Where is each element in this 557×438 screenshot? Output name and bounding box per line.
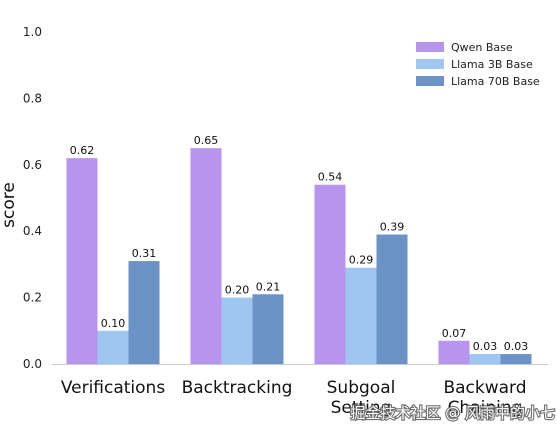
y-tick-label: 0.2 [23, 291, 42, 305]
data-label: 0.62 [70, 144, 95, 157]
bar-llama-3b-base [469, 354, 501, 364]
bar-llama-70b-base [252, 294, 284, 364]
x-category-label: Backtracking [182, 378, 293, 398]
bar-llama-70b-base [376, 234, 408, 364]
x-axis-category-labels: Verifications Backtracking Subgoal Setting B… [61, 378, 527, 418]
data-label: 0.65 [194, 134, 219, 147]
y-tick-label: 1.0 [23, 25, 42, 39]
data-label: 0.20 [225, 284, 250, 297]
bar-qwen-base [314, 184, 346, 364]
legend-label: Qwen Base [451, 41, 513, 54]
watermark: 掘金技术社区 @ 风雨中的小七 [350, 404, 555, 422]
bar-llama-3b-base [345, 267, 377, 364]
y-axis-ticks: 0.0 0.2 0.4 0.6 0.8 1.0 [23, 25, 42, 371]
data-label: 0.03 [504, 340, 529, 353]
data-label: 0.07 [442, 327, 467, 340]
bar-llama-70b-base [500, 354, 532, 364]
data-label: 0.31 [132, 247, 157, 260]
y-axis-title: score [0, 182, 19, 228]
data-label: 0.39 [380, 221, 405, 234]
data-label: 0.21 [256, 280, 281, 293]
x-category-label: Verifications [61, 378, 166, 398]
bar-llama-3b-base [97, 330, 129, 364]
legend-label: Llama 70B Base [451, 75, 540, 88]
bar-llama-3b-base [221, 297, 253, 364]
data-label: 0.29 [349, 254, 374, 267]
legend-swatch [416, 42, 444, 52]
y-tick-label: 0.4 [23, 224, 42, 238]
y-tick-label: 0.0 [23, 357, 42, 371]
x-category-label: Subgoal Setting [327, 378, 396, 418]
data-label: 0.54 [318, 171, 343, 184]
data-label: 0.03 [473, 340, 498, 353]
data-labels: 0.62 0.10 0.31 0.65 0.20 0.21 0.54 0.29 0.39 0.07… [70, 134, 529, 353]
data-label: 0.10 [101, 317, 126, 330]
x-category-label: Backward Chaining [443, 378, 526, 418]
y-tick-label: 0.8 [23, 91, 42, 105]
bar-qwen-base [438, 340, 470, 364]
bar-group [66, 148, 532, 364]
bar-qwen-base [190, 148, 222, 364]
bar-qwen-base [66, 158, 98, 364]
y-tick-label: 0.6 [23, 158, 42, 172]
legend: Qwen Base Llama 3B Base Llama 70B Base [416, 41, 540, 88]
legend-swatch [416, 76, 444, 86]
legend-label: Llama 3B Base [451, 58, 533, 71]
legend-swatch [416, 59, 444, 69]
bar-llama-70b-base [128, 261, 160, 364]
